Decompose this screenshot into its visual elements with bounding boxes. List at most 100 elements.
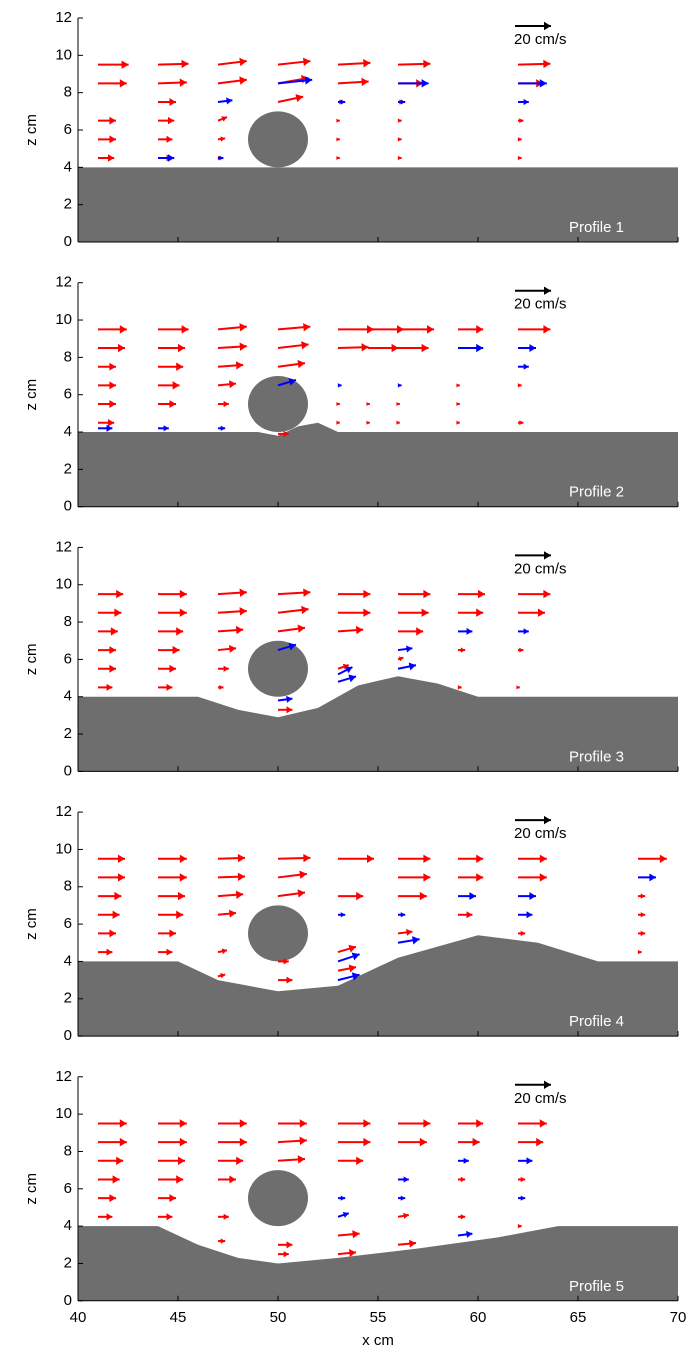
arrow-head [406, 928, 413, 936]
arrow-head [361, 343, 369, 352]
velocity-arrow [338, 608, 371, 617]
velocity-arrow [338, 99, 346, 105]
arrow-head [221, 948, 227, 955]
velocity-arrow [158, 362, 184, 371]
y-tick-label: 10 [55, 840, 72, 857]
arrow-head [237, 872, 245, 881]
velocity-arrow [396, 402, 400, 407]
arrow-head [223, 1213, 229, 1220]
velocity-arrow [277, 378, 297, 387]
arrow-head [523, 628, 529, 635]
velocity-arrow [158, 645, 180, 655]
arrow-head [516, 685, 520, 690]
velocity-arrow [337, 383, 342, 388]
arrow-head [544, 815, 551, 825]
y-tick-label: 4 [64, 688, 72, 705]
y-tick-label: 0 [64, 1292, 72, 1309]
velocity-arrow [397, 928, 413, 936]
velocity-arrow [277, 588, 311, 597]
y-axis-label: z cm [23, 114, 40, 146]
arrow-head [299, 1136, 307, 1145]
velocity-arrow [278, 976, 293, 984]
arrow-head [523, 98, 529, 106]
arrow-head [169, 1194, 176, 1203]
arrow-head [351, 972, 360, 981]
arrow-head [286, 976, 293, 984]
arrow-head [476, 854, 484, 863]
arrow-head [169, 98, 176, 106]
velocity-arrow [278, 1119, 307, 1128]
arrow-head [286, 695, 293, 703]
velocity-arrow [98, 400, 116, 408]
arrow-head [179, 1119, 187, 1128]
velocity-arrow [398, 873, 431, 882]
velocity-arrow [518, 1119, 547, 1128]
y-tick-label: 8 [64, 613, 72, 630]
cylinder [248, 640, 308, 697]
arrow-head [286, 1241, 293, 1249]
velocity-arrow [458, 911, 473, 919]
y-tick-label: 12 [55, 274, 72, 291]
velocity-arrow [158, 425, 169, 432]
arrow-head [163, 425, 169, 432]
arrow-head [239, 1119, 247, 1128]
y-tick-label: 12 [55, 538, 72, 555]
x-axis-label: x cm [362, 1332, 394, 1349]
cylinder [248, 905, 308, 962]
arrow-head [423, 589, 431, 599]
velocity-arrow [517, 1223, 522, 1229]
arrow-head [169, 664, 176, 673]
cylinder [248, 1170, 308, 1227]
velocity-arrow [366, 402, 370, 407]
arrow-head [301, 605, 309, 615]
arrow-head [112, 910, 120, 919]
velocity-arrow [458, 589, 485, 599]
arrow-head [303, 323, 311, 332]
arrow-head [239, 588, 247, 597]
arrow-head [172, 645, 180, 655]
velocity-arrow [458, 1157, 469, 1164]
y-tick-label: 10 [55, 576, 72, 593]
velocity-arrow [158, 116, 175, 125]
arrow-head [356, 891, 364, 901]
velocity-arrow [98, 325, 127, 334]
arrow-head [336, 420, 340, 425]
velocity-arrow [217, 323, 247, 332]
arrow-head [356, 1156, 364, 1165]
velocity-arrow [397, 118, 402, 123]
x-tick-label: 55 [370, 1309, 387, 1326]
velocity-arrow [98, 1119, 127, 1128]
velocity-arrow [98, 116, 116, 125]
velocity-arrow [217, 588, 247, 597]
velocity-arrow [158, 1213, 173, 1221]
velocity-arrow [158, 1137, 187, 1147]
velocity-arrow [98, 589, 124, 599]
y-tick-label: 8 [64, 84, 72, 101]
velocity-arrow [518, 1176, 526, 1183]
arrow-head [544, 286, 551, 295]
arrow-head [412, 936, 420, 945]
velocity-arrow [98, 343, 125, 353]
velocity-arrow [277, 642, 297, 652]
velocity-arrow [398, 343, 429, 353]
arrow-head [295, 93, 304, 103]
velocity-arrow [158, 873, 187, 882]
velocity-arrow [217, 361, 244, 370]
velocity-arrow [98, 1175, 120, 1184]
arrow-head [109, 362, 116, 371]
velocity-arrow [336, 137, 340, 142]
velocity-arrow [457, 685, 462, 690]
sediment-bed [78, 167, 678, 242]
velocity-arrow [158, 910, 184, 919]
velocity-arrow [517, 59, 551, 69]
cylinder [248, 111, 308, 168]
arrow-head [109, 929, 116, 938]
velocity-arrow [518, 344, 536, 352]
arrow-head [106, 1213, 113, 1221]
sediment-bed [78, 676, 678, 772]
arrow-head [119, 325, 127, 334]
velocity-arrow [98, 418, 115, 427]
arrow-head [363, 608, 371, 617]
y-tick-label: 8 [64, 878, 72, 895]
velocity-arrow [217, 97, 233, 105]
